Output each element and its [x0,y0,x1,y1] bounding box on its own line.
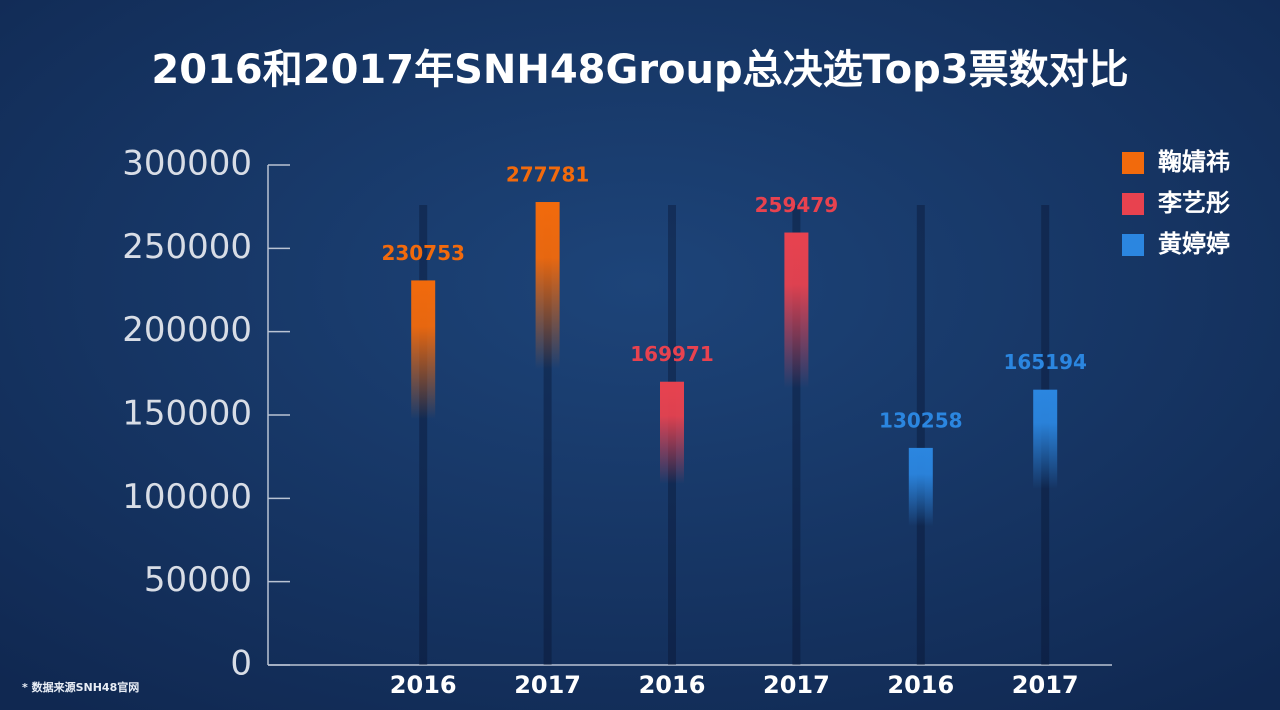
y-tick-label: 200000 [122,310,252,350]
y-tick-label: 0 [230,644,252,684]
value-label: 277781 [506,163,590,187]
source-note: * 数据来源SNH48官网 [22,680,139,694]
y-tick-label: 150000 [122,394,252,434]
value-label: 165194 [1003,350,1087,374]
legend-swatch [1122,234,1144,256]
y-tick-label: 100000 [122,477,252,517]
x-tick-label: 2016 [390,671,457,699]
legend-swatch [1122,193,1144,215]
legend-label: 李艺彤 [1158,189,1230,217]
y-tick-label: 50000 [144,560,252,600]
value-label: 230753 [381,241,465,265]
bar-shadow [916,205,925,665]
legend-label: 鞠婧祎 [1158,148,1230,176]
x-tick-label: 2017 [514,671,581,699]
bar [1033,389,1058,665]
x-tick-label: 2017 [1012,671,1079,699]
y-tick-label: 300000 [122,144,252,184]
y-tick-label: 250000 [122,227,252,267]
value-label: 259479 [755,193,839,217]
x-tick-label: 2017 [763,671,830,699]
bar [535,202,560,665]
legend-swatch [1122,152,1144,174]
bar [784,232,809,665]
value-label: 130258 [879,408,963,432]
legend-label: 黄婷婷 [1158,230,1230,258]
value-label: 169971 [630,342,714,366]
x-tick-label: 2016 [639,671,706,699]
chart-title: 2016和2017年SNH48Group总决选Top3票数对比 [151,47,1128,93]
bar [908,447,933,665]
bar [411,280,436,665]
x-tick-label: 2016 [887,671,954,699]
bar [660,381,684,665]
